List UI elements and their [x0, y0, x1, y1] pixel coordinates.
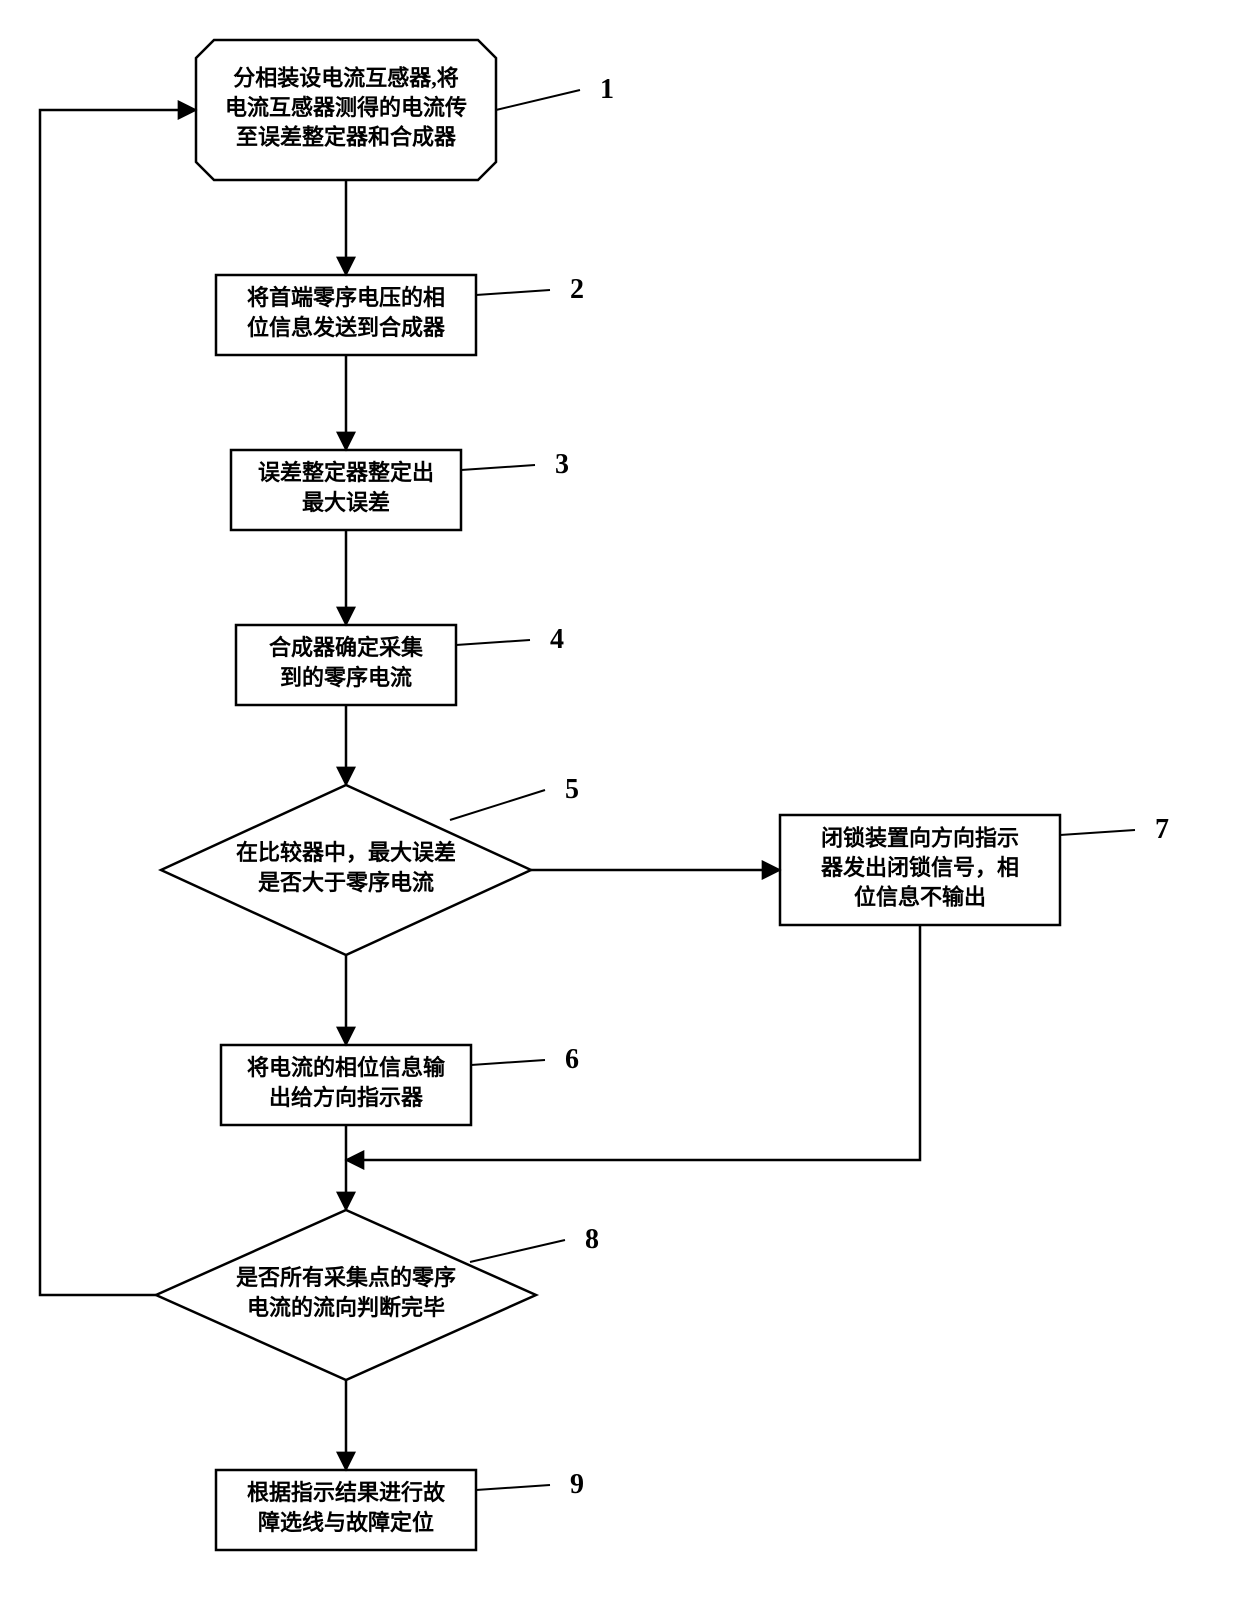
leader-line [1060, 830, 1135, 835]
node-text: 分相装设电流互感器,将 [233, 65, 459, 90]
node-text: 合成器确定采集 [269, 635, 424, 660]
node-n5: 在比较器中，最大误差是否大于零序电流 [161, 785, 531, 955]
node-text: 位信息发送到合成器 [247, 315, 446, 340]
node-text: 至误差整定器和合成器 [236, 125, 457, 150]
step-number: 7 [1155, 814, 1169, 845]
node-text: 是否大于零序电流 [258, 870, 434, 895]
node-text: 最大误差 [302, 490, 390, 515]
node-text: 将电流的相位信息输 [247, 1055, 446, 1080]
node-text: 障选线与故障定位 [258, 1510, 434, 1535]
node-n3: 误差整定器整定出最大误差 [231, 450, 461, 530]
edge [40, 110, 196, 1295]
node-text: 是否所有采集点的零序 [236, 1265, 456, 1290]
leader-line [471, 1060, 545, 1065]
leader-line [496, 90, 580, 110]
step-number: 1 [600, 74, 614, 105]
node-n4: 合成器确定采集到的零序电流 [236, 625, 456, 705]
node-n2: 将首端零序电压的相位信息发送到合成器 [216, 275, 476, 355]
step-number: 6 [565, 1044, 579, 1075]
step-number: 2 [570, 274, 584, 305]
leader-line [450, 790, 545, 820]
node-text: 电流互感器测得的电流传 [225, 95, 467, 120]
step-number: 3 [555, 449, 569, 480]
leader-line [456, 640, 530, 645]
step-number: 4 [550, 624, 564, 655]
node-n9: 根据指示结果进行故障选线与故障定位 [216, 1470, 476, 1550]
node-text: 根据指示结果进行故 [247, 1480, 446, 1505]
step-number: 9 [570, 1469, 584, 1500]
step-number: 5 [565, 774, 579, 805]
leader-line [461, 465, 535, 470]
node-text: 误差整定器整定出 [258, 460, 434, 485]
node-text: 电流的流向判断完毕 [247, 1295, 445, 1320]
node-n8: 是否所有采集点的零序电流的流向判断完毕 [156, 1210, 536, 1380]
node-text: 出给方向指示器 [269, 1085, 424, 1110]
node-n6: 将电流的相位信息输出给方向指示器 [221, 1045, 471, 1125]
flowchart: 分相装设电流互感器,将电流互感器测得的电流传至误差整定器和合成器将首端零序电压的… [0, 0, 1240, 1621]
leader-line [470, 1240, 565, 1262]
node-text: 闭锁装置向方向指示 [821, 825, 1019, 850]
node-text: 位信息不输出 [854, 885, 986, 910]
node-text: 在比较器中，最大误差 [236, 840, 456, 865]
node-text: 器发出闭锁信号，相 [820, 855, 1019, 880]
node-text: 将首端零序电压的相 [247, 285, 445, 310]
leader-line [476, 1485, 550, 1490]
node-n1: 分相装设电流互感器,将电流互感器测得的电流传至误差整定器和合成器 [196, 40, 496, 180]
node-text: 到的零序电流 [280, 665, 412, 690]
step-number: 8 [585, 1224, 599, 1255]
node-n7: 闭锁装置向方向指示器发出闭锁信号，相位信息不输出 [780, 815, 1060, 925]
leader-line [476, 290, 550, 295]
